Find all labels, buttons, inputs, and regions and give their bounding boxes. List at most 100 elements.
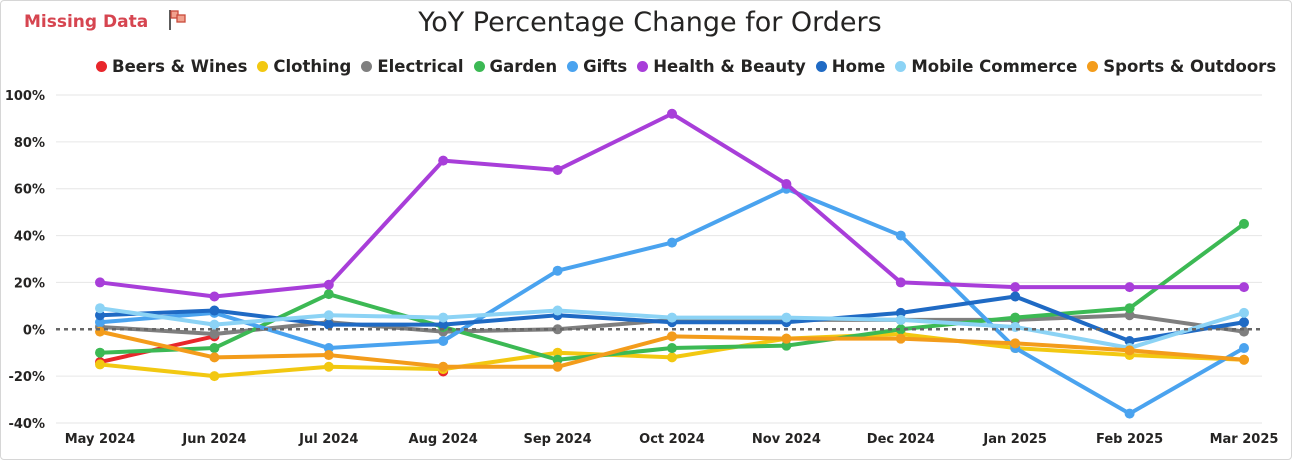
data-point-4 <box>323 289 334 300</box>
data-point-4 <box>781 340 792 351</box>
data-point-7 <box>209 305 220 316</box>
legend-swatch <box>637 61 649 72</box>
data-point-5 <box>895 230 906 241</box>
data-point-4 <box>1010 312 1021 323</box>
data-point-8 <box>209 319 220 330</box>
y-tick-label: 40% <box>14 230 45 245</box>
data-point-7 <box>323 319 334 330</box>
data-point-4 <box>209 343 220 354</box>
data-point-6 <box>781 179 792 190</box>
legend-item-6[interactable]: Health & Beauty <box>637 57 806 76</box>
data-point-9 <box>323 350 334 361</box>
legend-item-5[interactable]: Gifts <box>567 57 627 76</box>
x-tick-label: Sep 2024 <box>523 432 591 447</box>
data-point-7 <box>1010 291 1021 302</box>
data-point-7 <box>895 307 906 318</box>
data-point-3 <box>1124 310 1135 321</box>
data-point-6 <box>438 155 449 166</box>
x-tick-label: Oct 2024 <box>639 432 705 447</box>
y-tick-label: 0% <box>23 323 45 338</box>
data-point-6 <box>95 277 105 288</box>
x-tick-label: Jul 2024 <box>298 432 358 447</box>
legend-label: Gifts <box>583 57 628 76</box>
data-point-7 <box>1124 336 1135 346</box>
data-point-9 <box>667 331 677 342</box>
legend-swatch <box>361 61 373 72</box>
x-tick-label: Feb 2025 <box>1096 432 1163 447</box>
y-tick-label: -40% <box>8 417 45 432</box>
y-tick-label: 100% <box>5 89 45 104</box>
data-point-9 <box>1124 345 1135 356</box>
data-point-8 <box>95 303 105 314</box>
data-point-6 <box>209 291 220 302</box>
x-tick-label: Nov 2024 <box>752 432 821 447</box>
legend-item-8[interactable]: Mobile Commerce <box>895 57 1077 76</box>
legend-label: Beers & Wines <box>112 57 248 76</box>
data-point-2 <box>95 359 105 370</box>
legend-item-3[interactable]: Electrical <box>361 57 464 76</box>
data-point-2 <box>667 352 677 363</box>
data-point-3 <box>552 324 563 335</box>
legend-swatch <box>895 61 907 72</box>
data-point-5 <box>1239 343 1249 354</box>
data-point-2 <box>209 371 220 382</box>
data-point-8 <box>438 312 449 323</box>
data-point-5 <box>1124 408 1135 419</box>
flag-icon[interactable] <box>166 8 190 32</box>
missing-data-label[interactable]: Missing Data <box>24 12 149 32</box>
x-tick-label: Jan 2025 <box>982 432 1047 447</box>
data-point-8 <box>323 310 334 321</box>
data-point-9 <box>781 333 792 344</box>
legend-item-2[interactable]: Clothing <box>257 57 351 76</box>
chart-legend: Beers & Wines Clothing Electrical Garden Gif… <box>96 57 1276 76</box>
data-point-6 <box>895 277 906 288</box>
data-point-8 <box>781 312 792 323</box>
legend-swatch <box>567 61 579 72</box>
y-tick-label: 80% <box>14 136 45 151</box>
data-point-6 <box>1239 282 1249 293</box>
data-point-3 <box>209 328 220 339</box>
legend-item-4[interactable]: Garden <box>473 57 557 76</box>
legend-item-1[interactable]: Beers & Wines <box>96 57 247 76</box>
data-point-4 <box>1239 218 1249 229</box>
x-tick-label: Jun 2024 <box>181 432 246 447</box>
data-point-9 <box>895 333 906 344</box>
data-point-5 <box>552 265 563 276</box>
data-point-4 <box>895 324 906 335</box>
data-point-5 <box>95 317 105 328</box>
x-tick-label: May 2024 <box>65 432 136 447</box>
legend-item-9[interactable]: Sports & Outdoors <box>1087 57 1276 76</box>
legend-label: Sports & Outdoors <box>1103 57 1277 76</box>
data-point-4 <box>667 343 677 354</box>
data-point-6 <box>323 279 334 290</box>
x-tick-label: Dec 2024 <box>867 432 935 447</box>
data-point-2 <box>323 361 334 372</box>
data-point-4 <box>1124 303 1135 314</box>
data-point-9 <box>438 361 449 372</box>
data-point-8 <box>667 312 677 323</box>
data-point-6 <box>1124 282 1135 293</box>
data-point-6 <box>667 108 677 119</box>
y-tick-label: -20% <box>8 370 45 385</box>
data-point-8 <box>552 305 563 316</box>
data-point-4 <box>552 354 563 365</box>
x-tick-label: Mar 2025 <box>1210 432 1279 447</box>
y-tick-label: 60% <box>14 183 45 198</box>
data-point-7 <box>95 310 105 321</box>
data-point-9 <box>209 352 220 363</box>
series-line-5 <box>98 186 1246 416</box>
legend-swatch <box>96 61 107 72</box>
data-point-6 <box>552 164 563 175</box>
legend-label: Home <box>831 57 886 76</box>
legend-swatch <box>1087 61 1099 72</box>
legend-item-7[interactable]: Home <box>815 57 886 76</box>
data-point-7 <box>1239 317 1249 328</box>
y-tick-label: 20% <box>14 276 45 291</box>
legend-label: Electrical <box>377 57 464 76</box>
data-point-9 <box>552 361 563 372</box>
x-tick-label: Aug 2024 <box>409 432 478 447</box>
data-point-8 <box>1239 307 1249 318</box>
data-point-5 <box>667 237 677 248</box>
legend-swatch <box>473 61 485 72</box>
data-point-4 <box>95 347 105 358</box>
